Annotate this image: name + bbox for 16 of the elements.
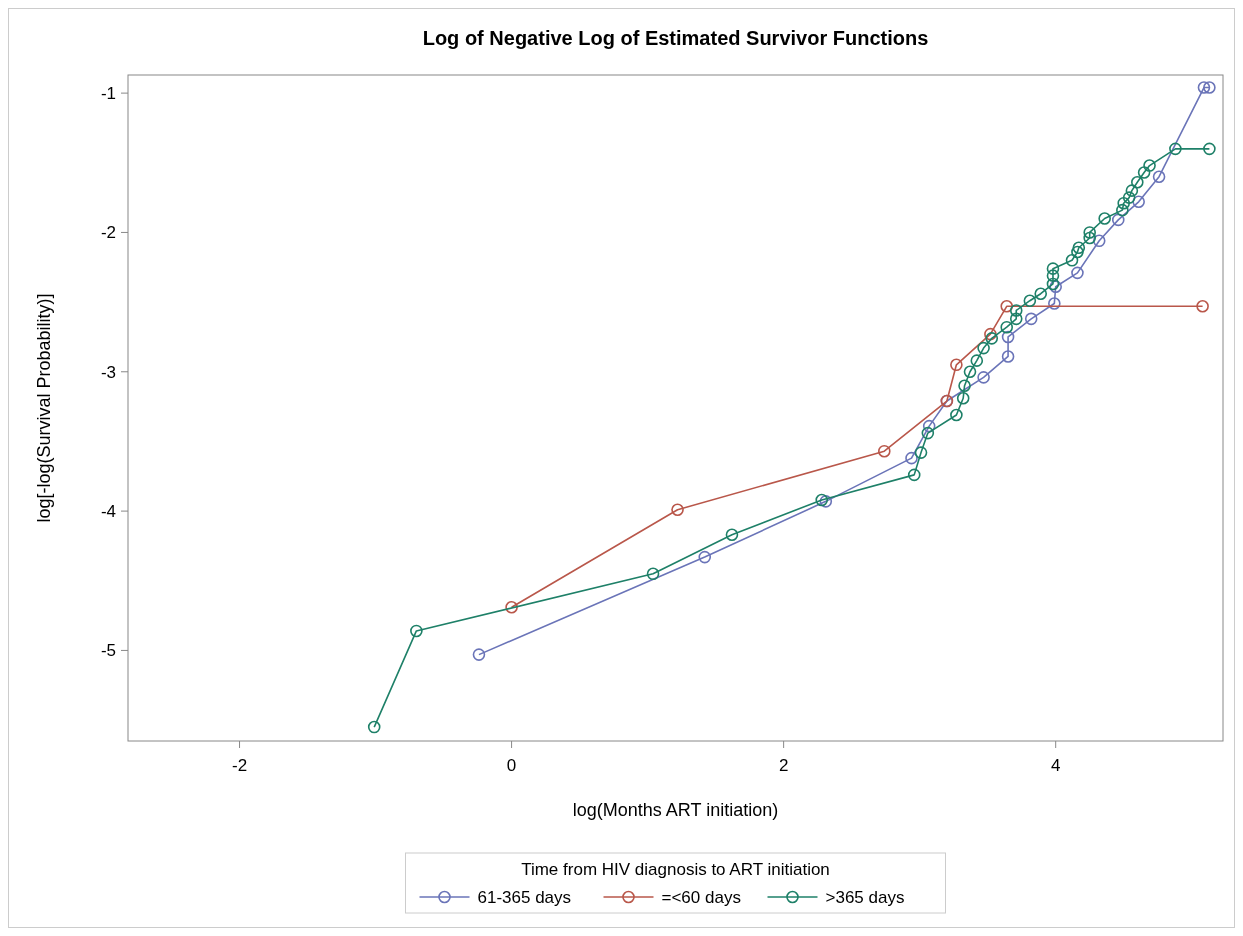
y-tick-label: -2 <box>100 223 116 243</box>
y-tick-label: -1 <box>100 84 116 104</box>
y-tick-label: -4 <box>100 502 116 522</box>
chart-title: Log of Negative Log of Estimated Survivor Functions <box>422 27 929 49</box>
legend-label: >365 days <box>825 887 905 907</box>
legend-label: 61-365 days <box>477 887 572 907</box>
x-tick-label: 0 <box>506 756 517 775</box>
x-tick-label: -2 <box>231 756 248 775</box>
x-tick-label: 4 <box>1050 756 1061 775</box>
legend-label: =<60 days <box>661 887 741 907</box>
y-axis-title: log[-log(Survival Probability)] <box>34 293 54 523</box>
y-tick-label: -5 <box>100 641 116 661</box>
y-tick-label: -3 <box>100 362 116 382</box>
legend-title: Time from HIV diagnosis to ART initiation <box>521 860 830 879</box>
x-tick-label: 2 <box>778 756 789 775</box>
x-axis-title: log(Months ART initiation) <box>572 800 779 820</box>
